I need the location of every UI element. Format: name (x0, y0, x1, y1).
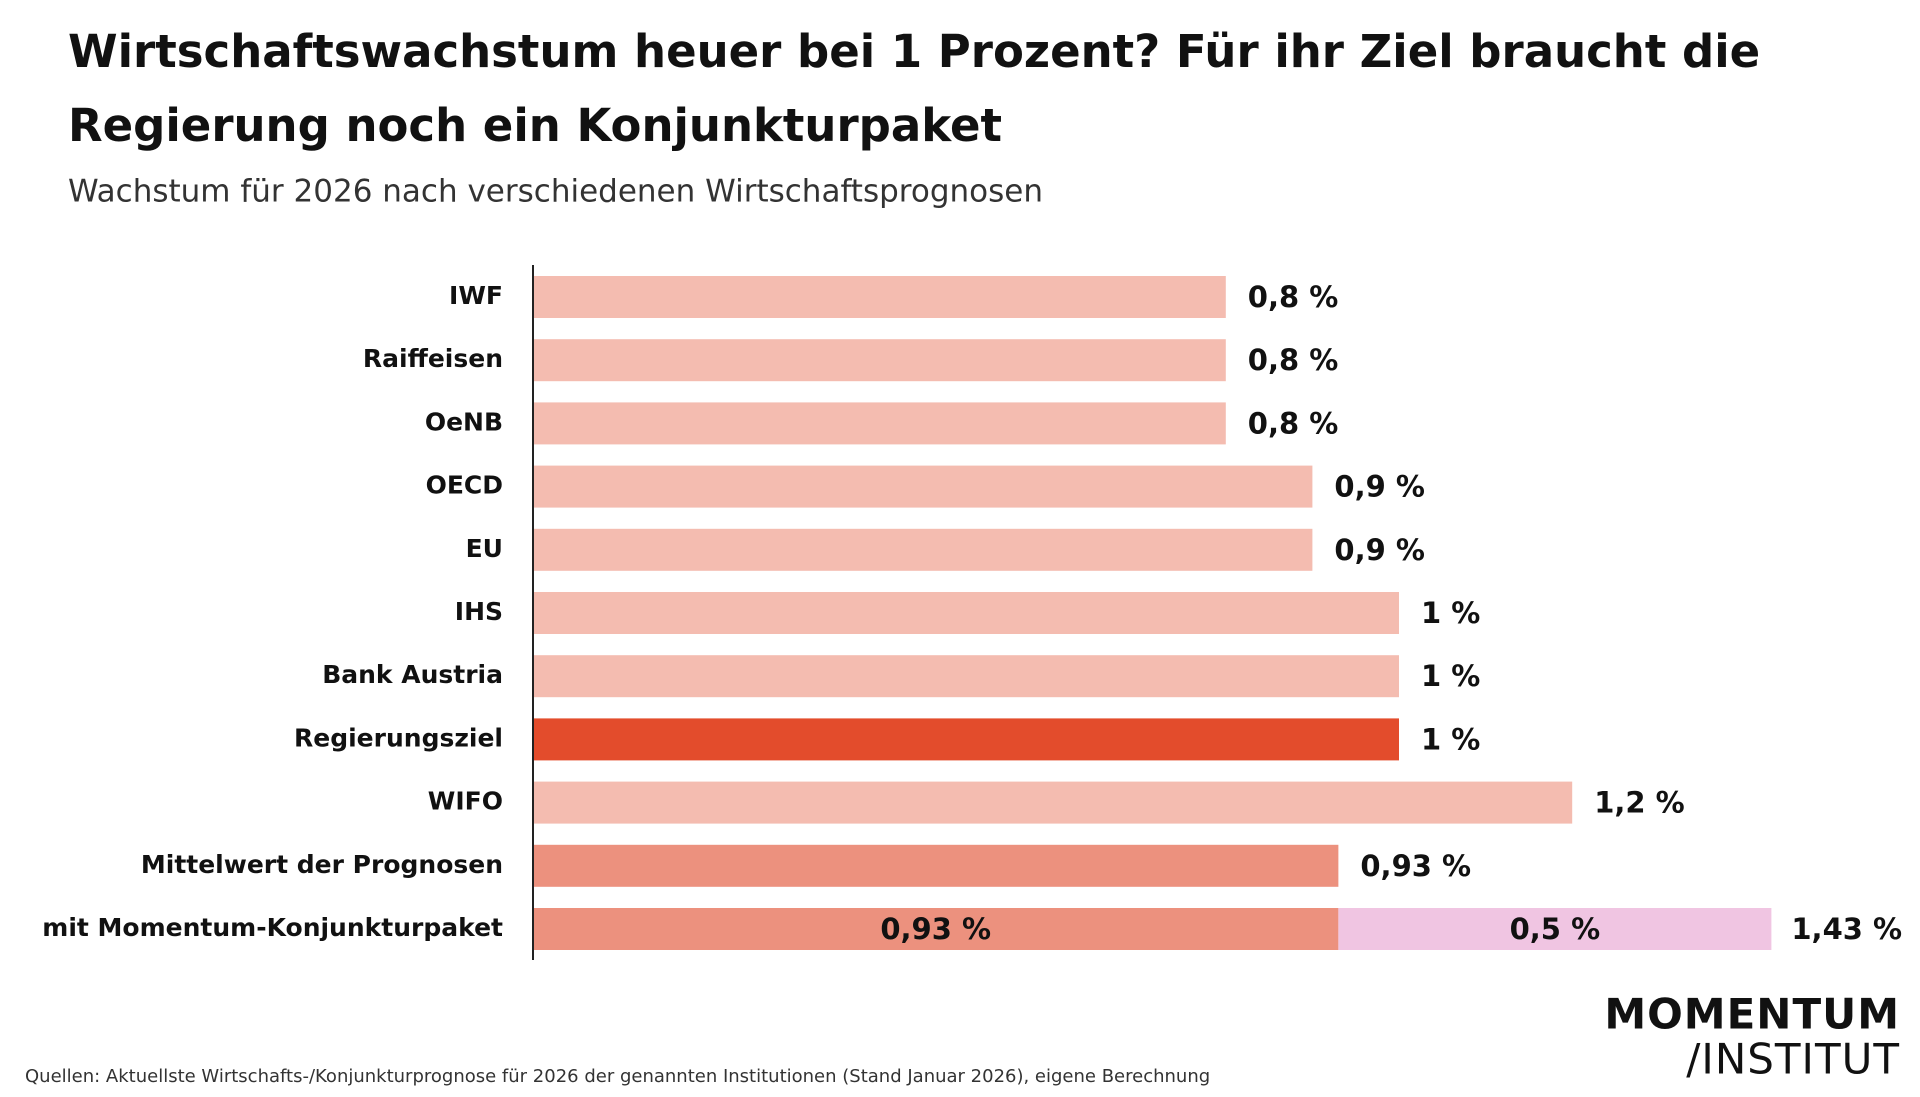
value-label: 0,93 % (880, 912, 991, 946)
value-label: 1,2 % (1594, 786, 1685, 820)
y-tick-label: Mittelwert der Prognosen (141, 850, 503, 879)
y-tick-label: Bank Austria (322, 660, 503, 689)
y-tick-label: Regierungsziel (294, 723, 503, 752)
bar (533, 718, 1399, 761)
bar (533, 781, 1573, 824)
bar (533, 844, 1339, 887)
value-label: 0,5 % (1510, 912, 1601, 946)
value-label: 0,9 % (1334, 533, 1425, 567)
source-note: Quellen: Aktuellste Wirtschafts-/Konjunk… (25, 1066, 1210, 1087)
bar (533, 528, 1313, 571)
bar (533, 276, 1226, 318)
bar (533, 655, 1399, 698)
bar (533, 592, 1399, 634)
y-tick-label: OECD (426, 471, 503, 500)
bar (533, 402, 1226, 445)
y-tick-label: IWF (449, 281, 503, 310)
value-label: 1 % (1421, 659, 1480, 693)
bar (533, 465, 1313, 508)
value-label: 1 % (1421, 722, 1480, 756)
y-tick-label: EU (466, 534, 503, 563)
chart-subtitle: Wachstum für 2026 nach verschiedenen Wir… (68, 174, 1043, 210)
value-label: 0,8 % (1248, 280, 1339, 314)
y-tick-label: Raiffeisen (363, 344, 503, 373)
bar (1338, 908, 1772, 950)
logo: MOMENTUM (1604, 990, 1900, 1039)
value-label: 0,8 % (1248, 406, 1339, 440)
value-label: 0,9 % (1334, 470, 1425, 504)
bar (533, 339, 1226, 382)
chart-title: Wirtschaftswachstum heuer bei 1 Prozent?… (68, 25, 1760, 78)
y-tick-label: WIFO (428, 787, 503, 816)
logo: /INSTITUT (1686, 1035, 1900, 1084)
chart-title: Regierung noch ein Konjunkturpaket (68, 99, 1002, 152)
value-label: 1 % (1421, 596, 1480, 630)
y-tick-label: OeNB (425, 407, 503, 436)
value-label: 0,93 % (1360, 849, 1471, 883)
y-tick-label: IHS (455, 597, 503, 626)
y-tick-label: mit Momentum-Konjunkturpaket (42, 913, 503, 942)
total-label: 1,43 % (1791, 912, 1902, 946)
value-label: 0,8 % (1248, 343, 1339, 377)
bar (533, 908, 1339, 950)
